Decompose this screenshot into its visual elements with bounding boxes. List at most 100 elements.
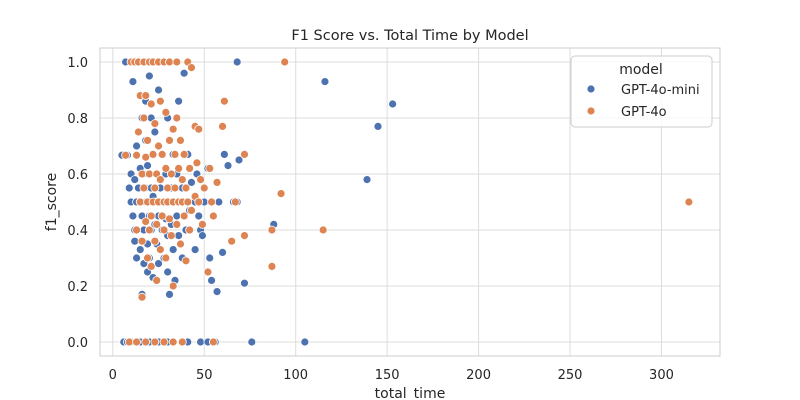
data-point-gpt-4o-mini xyxy=(205,253,215,263)
data-point-gpt-4o-mini xyxy=(212,287,222,297)
x-tick-label: 0 xyxy=(109,368,117,383)
data-point-gpt-4o xyxy=(168,337,178,347)
legend-marker-gpt-4o xyxy=(586,106,596,116)
data-point-gpt-4o-mini xyxy=(218,247,227,257)
data-point-gpt-4o-mini xyxy=(154,85,163,95)
y-tick-label: 0.4 xyxy=(67,224,88,239)
data-point-gpt-4o xyxy=(137,236,147,246)
data-point-gpt-4o xyxy=(152,219,162,229)
data-point-gpt-4o-mini xyxy=(300,337,310,347)
data-point-gpt-4o xyxy=(155,175,165,185)
data-point-gpt-4o-mini xyxy=(172,211,182,221)
data-point-gpt-4o xyxy=(161,108,171,117)
data-point-gpt-4o xyxy=(159,225,169,235)
data-point-gpt-4o xyxy=(166,231,176,241)
data-point-gpt-4o xyxy=(199,183,209,193)
data-point-gpt-4o-mini xyxy=(144,71,154,81)
data-point-gpt-4o-mini xyxy=(223,161,233,171)
data-point-gpt-4o xyxy=(150,236,160,246)
x-axis-label: total_time xyxy=(375,386,446,400)
data-point-gpt-4o-mini xyxy=(124,183,134,193)
data-point-gpt-4o xyxy=(161,253,171,263)
data-point-gpt-4o xyxy=(137,169,147,179)
data-point-gpt-4o xyxy=(165,57,174,67)
data-point-gpt-4o-mini xyxy=(190,245,200,255)
data-point-gpt-4o xyxy=(177,175,187,185)
data-point-gpt-4o-mini xyxy=(163,267,173,277)
data-point-gpt-4o xyxy=(161,163,171,173)
data-point-gpt-4o xyxy=(124,337,134,347)
data-point-gpt-4o xyxy=(135,197,145,207)
data-point-gpt-4o-mini xyxy=(373,122,383,131)
data-point-gpt-4o xyxy=(132,337,141,347)
data-point-gpt-4o xyxy=(177,337,187,347)
data-point-gpt-4o xyxy=(267,225,277,235)
data-point-gpt-4o xyxy=(267,261,277,271)
data-point-gpt-4o-mini xyxy=(214,197,224,207)
y-tick-label: 0.8 xyxy=(67,112,88,127)
x-tick-label: 50 xyxy=(196,368,213,383)
data-point-gpt-4o-mini xyxy=(240,278,249,288)
data-point-gpt-4o xyxy=(179,211,189,221)
data-point-gpt-4o xyxy=(194,124,204,134)
x-tick-label: 250 xyxy=(558,368,583,383)
data-point-gpt-4o xyxy=(121,150,130,160)
data-point-gpt-4o xyxy=(150,119,160,128)
data-point-gpt-4o xyxy=(143,135,152,145)
data-point-gpt-4o xyxy=(280,57,290,67)
data-point-gpt-4o xyxy=(179,149,189,159)
data-point-gpt-4o-mini xyxy=(168,245,178,255)
data-point-gpt-4o xyxy=(176,135,185,145)
data-point-gpt-4o xyxy=(150,183,160,193)
data-point-gpt-4o xyxy=(155,245,165,255)
x-tick-label: 150 xyxy=(375,368,400,383)
data-point-gpt-4o-mini xyxy=(247,337,257,347)
legend-title: model xyxy=(619,62,663,78)
data-point-gpt-4o-mini xyxy=(150,127,160,137)
data-point-gpt-4o xyxy=(168,124,178,134)
data-point-gpt-4o xyxy=(212,177,222,187)
chart-title: F1 Score vs. Total Time by Model xyxy=(291,28,528,44)
x-tick-label: 200 xyxy=(466,368,491,383)
data-point-gpt-4o xyxy=(172,113,182,123)
data-point-gpt-4o xyxy=(168,281,178,291)
data-point-gpt-4o xyxy=(230,197,240,207)
data-point-gpt-4o xyxy=(192,158,202,168)
data-point-gpt-4o xyxy=(174,163,184,173)
data-point-gpt-4o xyxy=(240,149,249,159)
data-point-gpt-4o xyxy=(187,63,196,72)
data-point-gpt-4o xyxy=(208,211,218,221)
data-point-gpt-4o xyxy=(176,239,185,249)
data-point-gpt-4o-mini xyxy=(128,211,138,221)
data-point-gpt-4o-mini xyxy=(194,211,204,221)
data-point-gpt-4o xyxy=(148,149,158,159)
data-point-gpt-4o xyxy=(198,219,207,229)
data-point-gpt-4o xyxy=(141,91,151,100)
data-point-gpt-4o xyxy=(276,189,286,199)
data-point-gpt-4o xyxy=(144,169,154,179)
data-point-gpt-4o xyxy=(146,211,156,221)
data-point-gpt-4o xyxy=(185,225,195,235)
data-point-gpt-4o xyxy=(139,113,149,123)
data-point-gpt-4o xyxy=(146,99,156,109)
data-point-gpt-4o xyxy=(157,149,167,159)
data-point-gpt-4o xyxy=(159,337,169,347)
data-point-gpt-4o xyxy=(205,163,215,173)
data-point-gpt-4o xyxy=(150,337,160,347)
data-point-gpt-4o xyxy=(172,57,182,67)
data-point-gpt-4o xyxy=(144,225,154,235)
data-point-gpt-4o-mini xyxy=(234,155,244,165)
plot-area-frame xyxy=(99,47,721,357)
data-point-gpt-4o xyxy=(227,236,237,246)
data-point-gpt-4o-mini xyxy=(232,57,242,67)
legend-box xyxy=(570,55,713,128)
data-point-gpt-4o-mini xyxy=(187,177,196,187)
data-point-gpt-4o-mini xyxy=(174,96,184,106)
data-point-gpt-4o xyxy=(181,183,191,193)
data-point-gpt-4o-mini xyxy=(132,253,141,263)
data-point-gpt-4o xyxy=(134,127,143,137)
data-point-gpt-4o-mini xyxy=(198,231,207,241)
data-point-gpt-4o-mini xyxy=(207,275,216,285)
data-point-gpt-4o xyxy=(166,169,176,179)
